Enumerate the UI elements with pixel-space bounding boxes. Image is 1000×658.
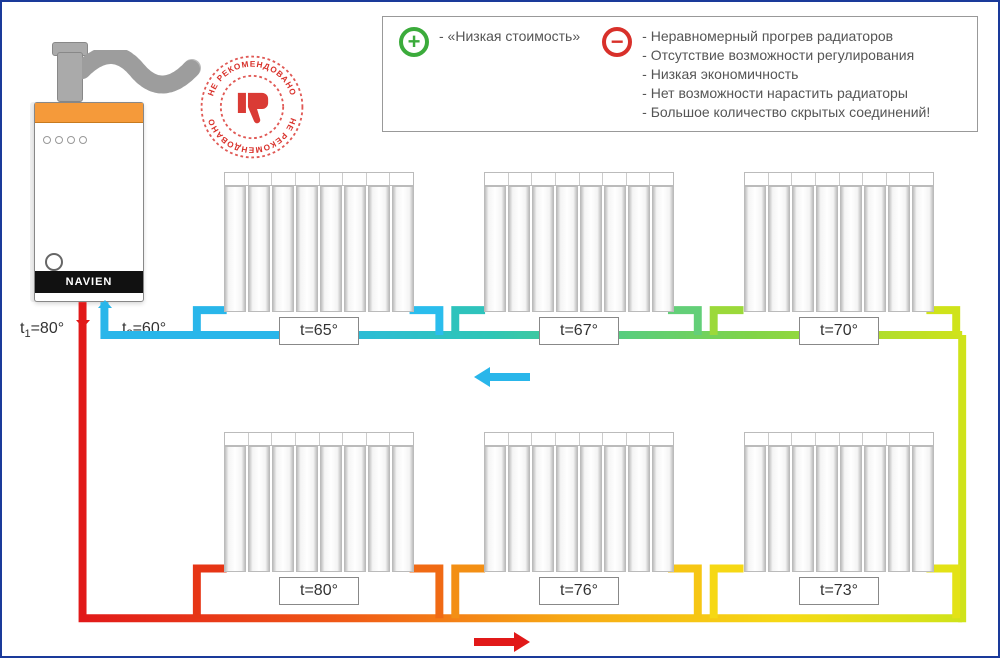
boiler-dial (45, 253, 63, 271)
return-arrow-icon (102, 308, 108, 326)
boiler-brand: NAVIEN (35, 271, 143, 293)
return-flow-arrow (474, 367, 530, 387)
temperature-label: t=67° (539, 317, 619, 345)
boiler-top-band (35, 103, 143, 123)
con-item: - Отсутствие возможности регулирования (642, 46, 930, 65)
pro-item: - «Низкая стоимость» (439, 27, 580, 46)
boiler-tout-label: t1=80° (20, 320, 64, 340)
radiator (744, 172, 934, 312)
con-item: - Большое количество скрытых соединений! (642, 103, 930, 122)
radiator (224, 432, 414, 572)
legend-cons-text: - Неравномерный прогрев радиаторов - Отс… (642, 27, 930, 121)
temperature-label: t=65° (279, 317, 359, 345)
radiator (484, 172, 674, 312)
supply-flow-arrow (474, 632, 530, 652)
con-item: - Неравномерный прогрев радиаторов (642, 27, 930, 46)
diagram-canvas: + - «Низкая стоимость» − - Неравномерный… (2, 2, 998, 656)
supply-arrow-icon (80, 308, 86, 326)
temperature-label: t=80° (279, 577, 359, 605)
boiler: NAVIEN (34, 102, 144, 302)
flex-exhaust-pipe (82, 50, 202, 110)
con-item: - Нет возможности нарастить радиаторы (642, 84, 930, 103)
radiator (744, 432, 934, 572)
radiator (484, 432, 674, 572)
con-item: - Низкая экономичность (642, 65, 930, 84)
boiler-buttons (35, 123, 143, 157)
temperature-label: t=73° (799, 577, 879, 605)
not-recommended-stamp: НЕ РЕКОМЕНДОВАНО НЕ РЕКОМЕНДОВАНО (197, 52, 307, 162)
chimney-pipe (57, 52, 83, 102)
legend-pros: + - «Низкая стоимость» (399, 27, 580, 121)
legend-cons: − - Неравномерный прогрев радиаторов - О… (602, 27, 930, 121)
temperature-label: t=70° (799, 317, 879, 345)
radiator (224, 172, 414, 312)
minus-icon: − (602, 27, 632, 57)
svg-text:НЕ РЕКОМЕНДОВАНО: НЕ РЕКОМЕНДОВАНО (206, 117, 297, 155)
temperature-label: t=76° (539, 577, 619, 605)
plus-icon: + (399, 27, 429, 57)
boiler-tin-label: t2=60° (122, 320, 166, 340)
svg-text:НЕ РЕКОМЕНДОВАНО: НЕ РЕКОМЕНДОВАНО (206, 60, 297, 98)
legend-pros-text: - «Низкая стоимость» (439, 27, 580, 46)
legend-box: + - «Низкая стоимость» − - Неравномерный… (382, 16, 978, 132)
